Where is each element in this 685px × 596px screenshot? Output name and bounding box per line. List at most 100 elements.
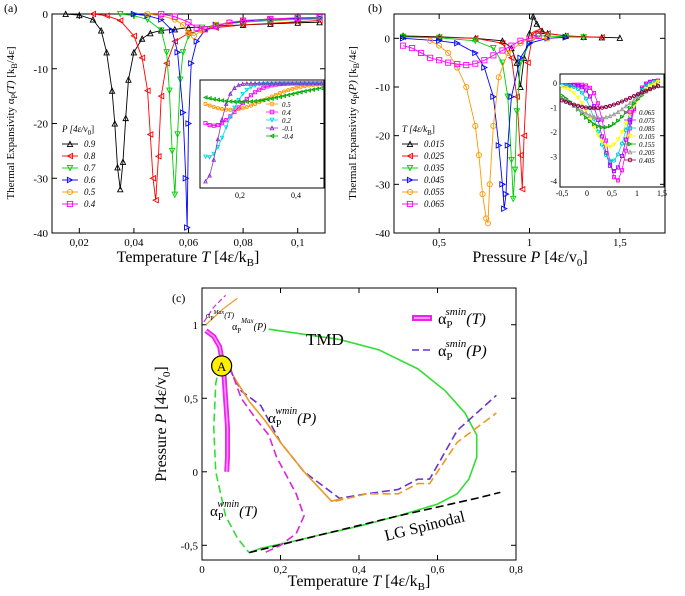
panel-a-point	[89, 10, 97, 18]
panel-b-inset-point	[655, 80, 661, 85]
panel-b-inset-point	[627, 105, 633, 111]
panel-b-inset-point	[607, 163, 613, 168]
panel-a-point	[169, 27, 176, 34]
panel-b-inset-legend-marker	[627, 125, 633, 131]
panel-b-inset-point	[579, 85, 585, 90]
panel-c-xlabel: Temperature T [4ε/kB]	[288, 573, 431, 593]
panel-a-inset-point	[240, 99, 245, 105]
panel-b-inset-point	[651, 85, 657, 90]
panel-a-point	[146, 131, 154, 138]
panel-a-inset-point	[306, 88, 311, 93]
panel-a-point	[226, 19, 233, 26]
panel-b-point	[509, 195, 517, 203]
panel-c-xtick-label: 0,6	[431, 564, 445, 576]
panel-a-inset-point	[244, 87, 250, 93]
panel-b-inset-point	[583, 105, 589, 110]
panel-a-series-line-3	[133, 13, 320, 228]
panel-a-inset-point	[269, 80, 274, 86]
panel-b-inset-point	[635, 92, 641, 97]
panel-a-xticks: 0,02 0,04 0,06 0,08 0,1	[70, 14, 305, 249]
panel-a-inset-legend-label: 0.4	[282, 109, 291, 117]
panel-a-inset-point	[273, 95, 278, 101]
panel-a-inset-xtick-2: 0,4	[291, 191, 301, 200]
panel-b-series-line-2	[403, 35, 584, 199]
annotation-alpha-max-t: αPMax(T)	[206, 310, 234, 322]
panel-b-inset-ytick: -4	[550, 177, 557, 186]
panel-b-inset-point	[591, 104, 597, 109]
panel-a-inset-point	[215, 145, 221, 150]
panel-a-inset-xtick-1: 0,2	[235, 191, 245, 200]
panel-a-point	[182, 174, 190, 182]
panel-b-inset-ytick: -1	[550, 103, 557, 112]
panel-a-point	[184, 224, 191, 231]
panel-b-inset-point	[647, 81, 653, 86]
point-a-marker: A	[211, 355, 233, 377]
panel-b-inset-point	[563, 99, 569, 104]
panel-b-inset-point	[635, 94, 641, 99]
panel-a-point	[163, 59, 170, 67]
panel-a-point	[316, 14, 323, 21]
panel-b-xtick-label: 0,5	[432, 237, 446, 249]
panel-b-series-line-0	[403, 15, 620, 88]
panel-c-label: (c)	[172, 291, 185, 305]
panel-b-point	[580, 34, 588, 41]
panel-a-xlabel: Temperature T [4ε/kB]	[117, 249, 260, 269]
panel-a-ytick-label: -30	[33, 173, 48, 185]
panel-b-inset-point	[607, 158, 613, 163]
point-a-circle	[211, 355, 233, 377]
panel-b-inset-point	[655, 84, 661, 89]
panel-a-xtick-label: 0,06	[179, 237, 199, 249]
panel-a-inset-point	[232, 85, 237, 90]
legend-smin-t-label: αPsmin(T)	[438, 306, 486, 331]
panel-b-inset-point	[607, 103, 613, 108]
panel-a-series-line-5	[161, 13, 320, 30]
panel-a-inset-legend: 0.50.40.2-0.1-0.4	[266, 101, 294, 141]
panel-a-inset-point	[269, 96, 274, 101]
panel-b-inset-point	[583, 96, 589, 101]
panel-a-point	[193, 38, 201, 45]
panel-a-inset-point	[219, 135, 225, 141]
panel-b-ytick-label: -10	[375, 82, 390, 94]
panel-a-inset-point	[285, 80, 291, 86]
panel-b-point	[502, 190, 510, 198]
panel-b-inset-xtick: 1,5	[657, 189, 667, 198]
panel-a-inset-point	[227, 114, 233, 120]
panel-b-point	[472, 122, 479, 129]
panel-c-series	[203, 294, 501, 554]
panel-b-legend-label: 0.025	[424, 151, 445, 161]
panel-a-legend-items: 0.9 0.8 0.7 0.6 0.5 0.4	[62, 139, 96, 209]
panel-a-legend-marker	[66, 188, 74, 196]
panel-a-inset-point	[260, 97, 266, 103]
panel-a-inset-point	[264, 97, 270, 102]
panel-a-point	[130, 32, 137, 40]
panel-b-inset-line-6	[561, 85, 659, 109]
panel-b-inset-point	[591, 121, 597, 127]
panel-b-legend-marker	[406, 152, 414, 160]
panel-a-legend-marker	[66, 140, 74, 148]
panel-a-point	[157, 92, 165, 100]
panel-b-inset-point	[575, 103, 581, 108]
panel-b-label: (b)	[368, 1, 382, 15]
panel-a-inset-point	[256, 82, 262, 88]
panel-b-series	[399, 12, 624, 227]
panel-a-inset-point	[240, 92, 246, 97]
panel-b-inset: -0,5 0 0,5 1 1,50-1-2-3-4 0.0650.0750.0850.1…	[550, 73, 667, 198]
panel-a-point	[89, 15, 97, 23]
panel-b-point	[544, 35, 551, 42]
panel-a-point	[171, 191, 179, 199]
panel-a-point	[158, 10, 165, 18]
panel-b-inset-point	[619, 153, 625, 159]
panel-b-legend-marker	[406, 200, 414, 208]
panel-a-point	[138, 35, 146, 42]
panel-b-inset-legend-label: 0.105	[639, 133, 655, 141]
panel-c-max-t-curve	[203, 294, 226, 323]
panel-b-inset-point	[591, 125, 597, 130]
panel-a-inset-legend-marker	[269, 117, 275, 123]
panel-a-ylabel: Thermal Expansivity αP(T) [kB/4ε]	[5, 46, 19, 199]
panel-b-inset-point	[587, 106, 593, 111]
panel-b-inset-point	[603, 152, 609, 158]
panel-c-xtick-label: 0	[199, 564, 205, 576]
panel-a-point	[294, 14, 301, 21]
panel-a-inset-point	[219, 121, 225, 126]
panel-a-point	[171, 25, 179, 33]
